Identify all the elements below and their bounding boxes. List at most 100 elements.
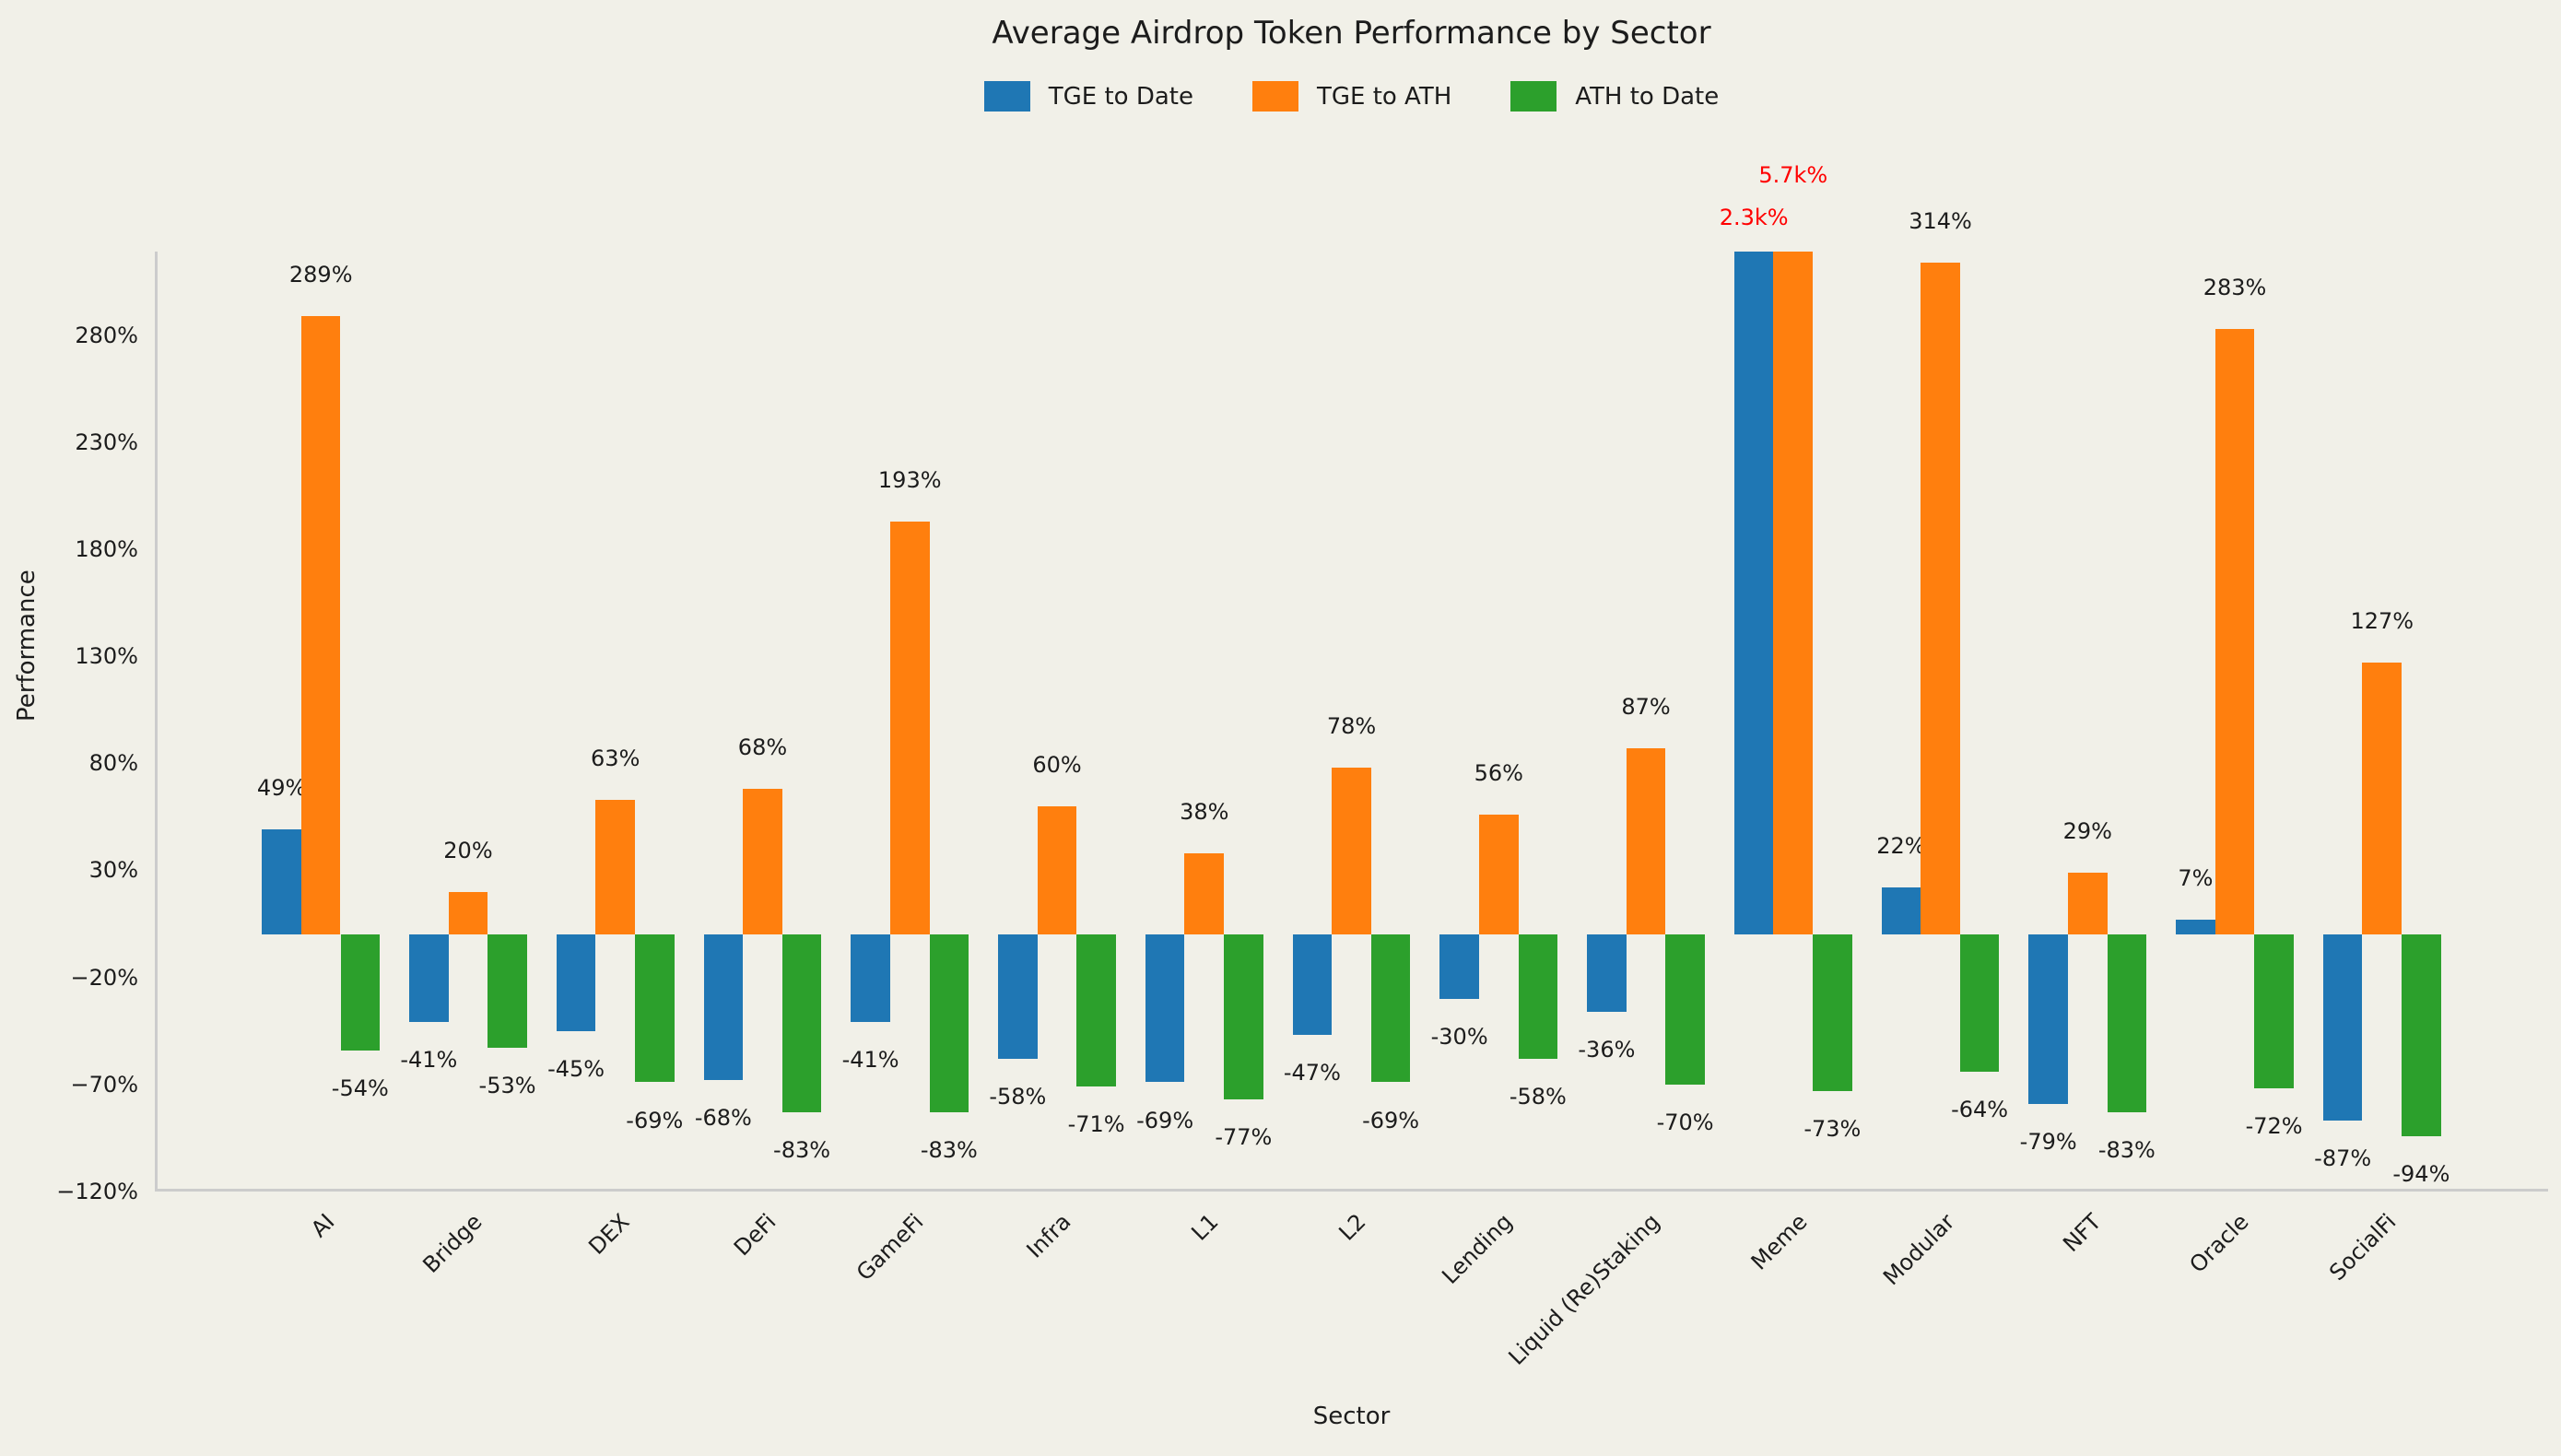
y-axis-label: Performance — [13, 569, 41, 722]
y-tick-label: 280% — [75, 322, 138, 348]
value-label: -69% — [626, 1107, 684, 1133]
bar — [743, 789, 782, 935]
bar — [2362, 663, 2402, 935]
bar — [1665, 934, 1705, 1085]
bar — [1224, 934, 1263, 1100]
value-label: 56% — [1474, 760, 1523, 787]
value-label: -69% — [1136, 1107, 1194, 1133]
value-label: -30% — [1430, 1023, 1488, 1050]
bar — [2214, 328, 2255, 935]
value-label: 22% — [1876, 833, 1926, 860]
y-tick-label: 230% — [75, 429, 138, 455]
legend-swatch-icon — [1251, 81, 1298, 112]
bar — [300, 315, 341, 935]
value-label: 38% — [1180, 798, 1229, 825]
bar — [889, 521, 930, 935]
value-label: -87% — [2314, 1145, 2372, 1172]
bar — [409, 934, 449, 1023]
value-label: -83% — [920, 1137, 978, 1164]
value-label: -41% — [841, 1047, 899, 1074]
bar — [1733, 252, 1774, 935]
value-label: 78% — [1326, 712, 1377, 739]
legend-label: TGE to Date — [1048, 82, 1193, 111]
value-label: -94% — [2392, 1160, 2450, 1187]
bar — [1076, 934, 1116, 1087]
value-label: 29% — [2062, 817, 2112, 844]
legend-swatch-icon — [983, 81, 1030, 112]
bar — [1626, 748, 1666, 935]
bar — [1439, 934, 1479, 999]
bar — [595, 799, 635, 935]
y-tick-label: −70% — [70, 1071, 138, 1098]
bar — [1881, 887, 1921, 935]
bar — [488, 934, 527, 1049]
value-label: -72% — [2245, 1113, 2303, 1140]
y-tick-label: −120% — [56, 1179, 138, 1204]
x-axis-label: Sector — [1312, 1403, 1391, 1430]
plot-area — [155, 252, 2548, 1192]
bar — [556, 934, 596, 1031]
bar — [1773, 252, 1814, 935]
value-label: 289% — [288, 261, 353, 288]
value-label: 68% — [737, 734, 788, 761]
bar — [1478, 815, 1519, 935]
bar — [1370, 934, 1411, 1083]
bar — [1959, 934, 2000, 1072]
bar — [1332, 767, 1371, 935]
value-label: -58% — [1509, 1083, 1567, 1110]
bar — [1587, 934, 1627, 1012]
bar — [998, 934, 1038, 1059]
bar — [1292, 934, 1333, 1036]
value-label: 60% — [1032, 751, 1082, 778]
bar — [2176, 919, 2215, 935]
legend-label: TGE to ATH — [1316, 82, 1452, 111]
y-tick-label: 130% — [75, 643, 138, 670]
bar — [1921, 262, 1960, 935]
legend-item: ATH to Date — [1510, 81, 1719, 112]
bar — [703, 934, 744, 1081]
value-label: 7% — [2178, 864, 2214, 891]
value-label: 193% — [877, 466, 942, 493]
y-tick-label: 180% — [75, 535, 138, 562]
value-label: 20% — [443, 837, 493, 863]
legend-item: TGE to ATH — [1251, 81, 1452, 112]
value-label: -36% — [1578, 1036, 1636, 1063]
value-label: -70% — [1656, 1109, 1714, 1135]
bar — [2067, 872, 2108, 935]
value-label: 49% — [256, 775, 307, 802]
bar — [262, 829, 301, 935]
value-label: -71% — [1067, 1111, 1125, 1138]
bar — [340, 934, 381, 1051]
y-tick-label: −20% — [70, 964, 138, 991]
bar — [1037, 805, 1077, 935]
legend-item: TGE to Date — [983, 81, 1193, 112]
value-label: -77% — [1215, 1124, 1273, 1151]
value-label: 5.7k% — [1758, 162, 1828, 188]
bar — [1813, 934, 1852, 1091]
value-label: 87% — [1621, 694, 1671, 721]
value-label: -83% — [2097, 1137, 2156, 1164]
value-label: 63% — [591, 745, 640, 771]
y-tick-label: 80% — [88, 750, 138, 777]
chart-title: Average Airdrop Token Performance by Sec… — [992, 15, 1711, 52]
bar — [851, 934, 890, 1023]
y-tick-label: 30% — [88, 857, 138, 884]
value-label: -45% — [547, 1055, 605, 1082]
value-label: -54% — [331, 1074, 389, 1101]
value-label: -58% — [989, 1083, 1047, 1110]
value-label: -64% — [1951, 1096, 2009, 1122]
bar — [2107, 934, 2147, 1113]
value-label: 127% — [2350, 608, 2414, 635]
value-label: -47% — [1283, 1060, 1341, 1086]
value-label: -83% — [773, 1137, 831, 1164]
value-label: 283% — [2203, 274, 2267, 300]
value-label: -79% — [2019, 1128, 2077, 1155]
value-label: 314% — [1909, 207, 1972, 234]
bar — [2402, 934, 2441, 1136]
value-label: -41% — [400, 1047, 458, 1074]
bar — [2028, 934, 2068, 1104]
legend-swatch-icon — [1510, 81, 1557, 112]
bar — [1518, 934, 1558, 1059]
value-label: -53% — [478, 1073, 536, 1099]
